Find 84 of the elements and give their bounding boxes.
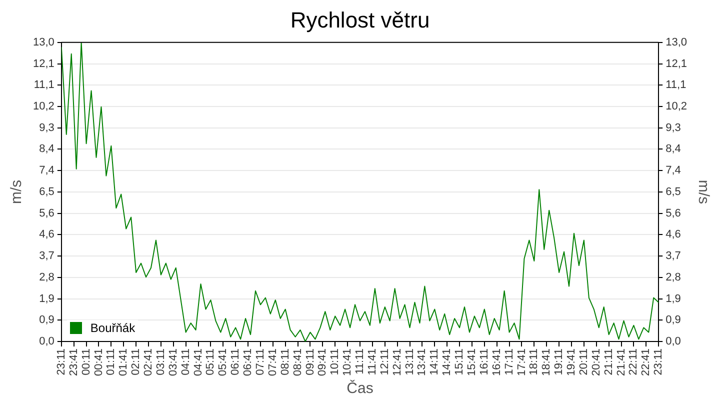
- x-tick-label: 05:41: [217, 348, 230, 376]
- x-tick-label: 19:11: [553, 348, 566, 376]
- x-tick-label: 04:41: [192, 348, 204, 376]
- y-tick-label: 10,2: [32, 100, 54, 113]
- x-tick-label: 16:41: [490, 348, 503, 376]
- y2-tick-label: 13,0: [666, 36, 688, 48]
- y2-tick-label: 1,9: [666, 292, 681, 305]
- x-tick-label: 15:11: [454, 348, 466, 376]
- x-tick-label: 13:41: [416, 348, 428, 376]
- x-tick-label: 02:11: [130, 348, 142, 376]
- x-tick-label: 22:41: [640, 348, 652, 376]
- y-tick-label: 1,9: [39, 292, 54, 305]
- x-tick-label: 12:41: [391, 348, 404, 376]
- x-tick-label: 01:11: [105, 348, 118, 376]
- x-tick-label: 20:41: [590, 348, 602, 376]
- x-tick-label: 10:41: [342, 348, 354, 376]
- x-tick-label: 19:41: [566, 348, 578, 376]
- x-tick-label: 13:11: [404, 348, 416, 376]
- y-tick-label: 2,8: [39, 271, 54, 284]
- y-tick-label: 11,1: [34, 79, 54, 92]
- y2-tick-label: 9,3: [666, 122, 681, 134]
- y-axis-title: m/s: [8, 180, 26, 204]
- x-tick-label: 16:11: [478, 348, 490, 376]
- y-tick-label: 12,1: [32, 58, 54, 70]
- y2-tick-label: 0,9: [666, 314, 681, 326]
- y-tick-label: 4,6: [39, 228, 54, 241]
- x-tick-label: 14:41: [441, 348, 454, 376]
- x-tick-label: 22:11: [628, 348, 640, 376]
- y2-tick-label: 0,0: [666, 336, 681, 348]
- x-tick-label: 05:11: [204, 348, 217, 376]
- x-tick-label: 11:11: [354, 348, 366, 374]
- x-tick-label: 03:11: [154, 348, 167, 376]
- y-tick-label: 7,4: [39, 164, 54, 177]
- x-tick-label: 00:11: [80, 348, 92, 376]
- y2-tick-label: 8,4: [666, 143, 681, 156]
- x-tick-label: 08:11: [279, 348, 292, 376]
- x-tick-label: 12:11: [378, 348, 391, 376]
- x-tick-label: 15:41: [466, 348, 478, 376]
- x-tick-label: 08:41: [292, 348, 304, 376]
- chart-title: Rychlost větru: [290, 7, 430, 32]
- x-tick-label: 17:11: [503, 348, 516, 376]
- x-tick-label: 23:11: [55, 348, 68, 376]
- x-tick-label: 06:41: [242, 348, 254, 376]
- y2-tick-label: 11,1: [666, 79, 686, 92]
- x-tick-label: 03:41: [167, 348, 180, 376]
- y2-tick-label: 10,2: [666, 100, 688, 113]
- x-tick-label: 07:11: [254, 348, 266, 376]
- x-tick-label: 00:41: [92, 348, 105, 376]
- x-tick-label: 20:11: [578, 348, 590, 376]
- y-tick-label: 0,0: [39, 336, 54, 348]
- y2-tick-label: 2,8: [666, 271, 681, 284]
- x-tick-label: 06:11: [230, 348, 242, 376]
- x-tick-label: 23:11: [652, 348, 665, 376]
- x-tick-label: 10:11: [329, 348, 342, 376]
- x-tick-label: 07:41: [266, 348, 279, 376]
- y-tick-label: 5,6: [39, 207, 54, 220]
- y-tick-label: 3,7: [39, 250, 54, 262]
- y2-tick-label: 5,6: [666, 207, 681, 220]
- y2-tick-label: 6,5: [666, 186, 681, 198]
- x-tick-label: 21:11: [602, 348, 615, 376]
- x-tick-label: 21:41: [615, 348, 628, 376]
- y-tick-label: 0,9: [39, 314, 54, 326]
- y2-axis-title: m/s: [694, 180, 712, 204]
- x-tick-label: 18:11: [528, 348, 540, 376]
- y2-tick-label: 3,7: [666, 250, 681, 262]
- y-tick-label: 9,3: [39, 122, 54, 134]
- x-tick-label: 17:41: [516, 348, 528, 376]
- x-tick-label: 09:11: [304, 348, 316, 376]
- y2-tick-label: 4,6: [666, 228, 681, 241]
- x-tick-label: 23:41: [68, 348, 80, 376]
- y-tick-label: 6,5: [39, 186, 54, 198]
- x-tick-label: 01:41: [118, 348, 130, 376]
- y2-tick-label: 7,4: [666, 164, 681, 177]
- x-tick-label: 18:41: [540, 348, 553, 376]
- x-tick-label: 04:11: [180, 348, 192, 376]
- x-tick-label: 02:41: [142, 348, 155, 376]
- x-axis-title: Čas: [346, 379, 374, 398]
- legend-label: Bouřňák: [90, 321, 136, 336]
- y2-tick-label: 12,1: [666, 58, 688, 70]
- x-tick-label: 09:41: [316, 348, 329, 376]
- y-tick-label: 13,0: [32, 36, 54, 48]
- x-tick-label: 14:11: [428, 348, 441, 376]
- y-tick-label: 8,4: [39, 143, 54, 156]
- x-tick-label: 11:41: [366, 348, 378, 376]
